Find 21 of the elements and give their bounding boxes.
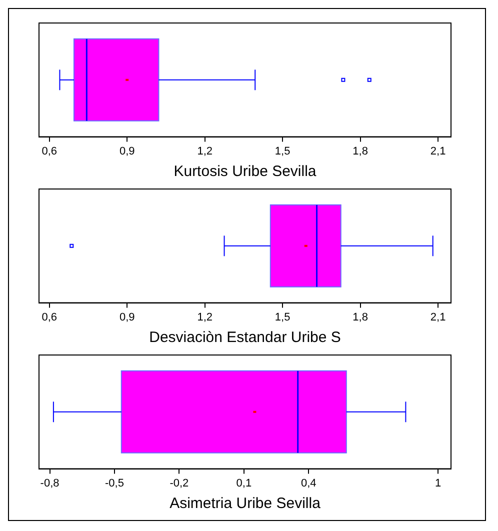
x-tick-label: 1: [434, 477, 442, 490]
x-tick-label: 2,1: [430, 145, 446, 158]
x-tick-label: 0,6: [42, 145, 58, 158]
x-tick-label: -0,5: [105, 477, 124, 490]
x-tick-label: 1,2: [197, 145, 212, 158]
x-axis-title: Desviaciòn Estandar Uribe S: [149, 329, 341, 346]
x-tick-label: 0,4: [300, 477, 316, 490]
x-tick-label: -0,8: [40, 477, 60, 490]
x-tick-label: 1,5: [274, 311, 290, 324]
x-axis-title: Asimetria Uribe Sevilla: [170, 495, 322, 512]
x-tick-label: 1,8: [352, 311, 368, 324]
x-tick-label: 0,9: [119, 145, 135, 158]
x-tick-label: 1,8: [352, 145, 368, 158]
x-axis-title: Kurtosis Uribe Sevilla: [174, 163, 317, 180]
x-tick-label: -0,2: [170, 477, 189, 490]
x-tick-label: 0,6: [42, 311, 58, 324]
x-tick-label: 0,1: [236, 477, 252, 490]
x-tick-label: 0,9: [119, 311, 135, 324]
x-tick-label: 1,2: [197, 311, 212, 324]
x-tick-label: 1,5: [274, 145, 290, 158]
x-tick-label: 2,1: [430, 311, 446, 324]
